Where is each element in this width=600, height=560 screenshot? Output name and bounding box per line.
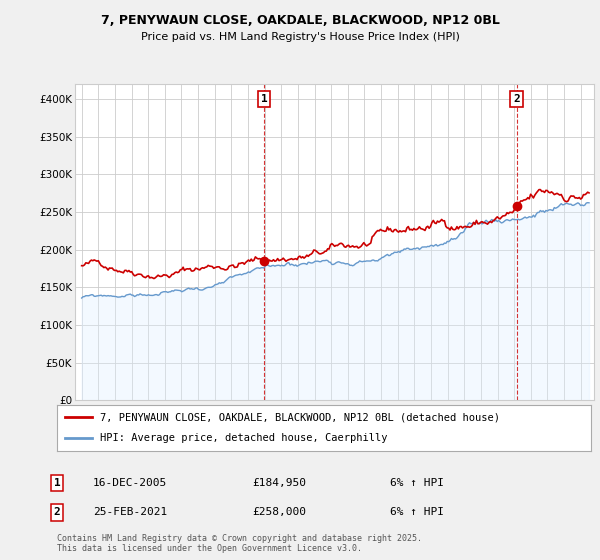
Text: 6% ↑ HPI: 6% ↑ HPI	[390, 507, 444, 517]
Text: 2: 2	[513, 94, 520, 104]
Text: 2: 2	[53, 507, 61, 517]
Text: 7, PENYWAUN CLOSE, OAKDALE, BLACKWOOD, NP12 0BL: 7, PENYWAUN CLOSE, OAKDALE, BLACKWOOD, N…	[101, 14, 499, 27]
Text: £258,000: £258,000	[252, 507, 306, 517]
Text: HPI: Average price, detached house, Caerphilly: HPI: Average price, detached house, Caer…	[100, 433, 387, 444]
Text: 7, PENYWAUN CLOSE, OAKDALE, BLACKWOOD, NP12 0BL (detached house): 7, PENYWAUN CLOSE, OAKDALE, BLACKWOOD, N…	[100, 412, 500, 422]
Text: 1: 1	[260, 94, 268, 104]
Text: Price paid vs. HM Land Registry's House Price Index (HPI): Price paid vs. HM Land Registry's House …	[140, 32, 460, 42]
Text: £184,950: £184,950	[252, 478, 306, 488]
Text: Contains HM Land Registry data © Crown copyright and database right 2025.
This d: Contains HM Land Registry data © Crown c…	[57, 534, 422, 553]
Text: 16-DEC-2005: 16-DEC-2005	[93, 478, 167, 488]
Text: 6% ↑ HPI: 6% ↑ HPI	[390, 478, 444, 488]
Text: 1: 1	[53, 478, 61, 488]
Text: 25-FEB-2021: 25-FEB-2021	[93, 507, 167, 517]
